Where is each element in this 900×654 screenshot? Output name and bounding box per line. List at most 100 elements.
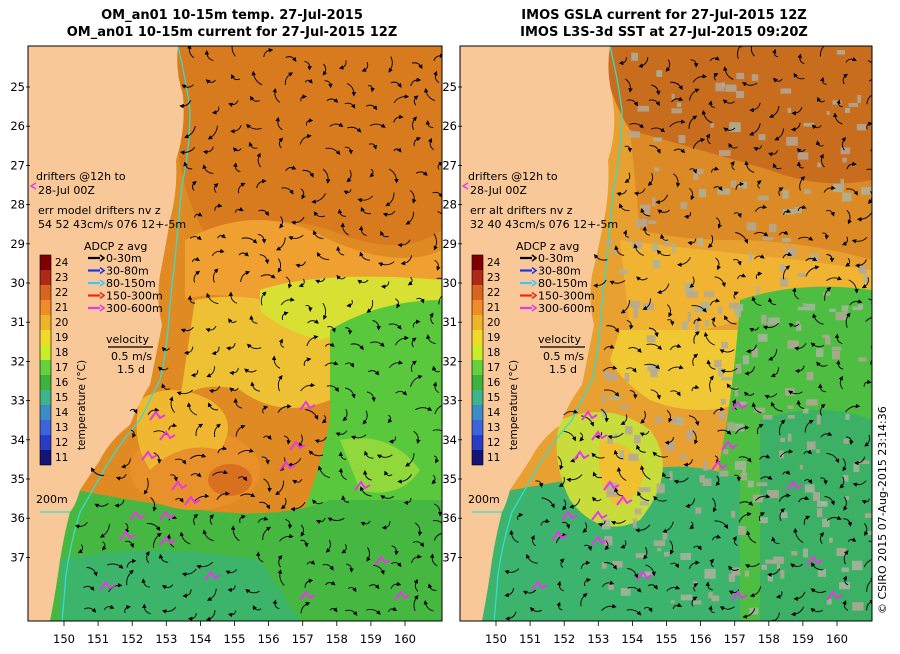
current-arrow: [770, 367, 779, 378]
current-arrow: [187, 612, 197, 621]
lat-tick-label: 36: [10, 511, 25, 525]
current-arrow: [783, 265, 791, 280]
current-arrow: [749, 326, 760, 333]
current-arrow: [99, 523, 110, 538]
current-arrow: [142, 603, 151, 615]
current-arrow: [863, 559, 872, 568]
current-arrow: [805, 265, 820, 277]
adcp-legend-item: 80-150m: [106, 277, 156, 290]
cloud-mask-patch: [754, 407, 766, 413]
current-arrow: [414, 522, 423, 537]
cloud-mask-patch: [756, 482, 768, 487]
current-arrow: [388, 168, 399, 184]
current-arrow: [504, 568, 520, 575]
current-arrow: [835, 359, 844, 370]
cloud-mask-patch: [803, 123, 814, 127]
current-arrow: [693, 545, 702, 551]
lat-tick-label: 27: [442, 158, 457, 172]
current-arrow: [357, 195, 374, 203]
cloud-mask-patch: [672, 243, 676, 254]
current-arrow: [762, 322, 779, 330]
current-arrow: [609, 280, 626, 285]
cloud-mask-patch: [693, 307, 706, 312]
current-arrow: [753, 231, 769, 237]
adcp-legend-item: 80-150m: [538, 277, 588, 290]
current-arrow: [325, 539, 331, 553]
current-arrow: [405, 211, 414, 225]
current-arrow: [848, 279, 859, 294]
cloud-mask-patch: [804, 484, 815, 493]
cloud-mask-patch: [829, 537, 833, 543]
current-arrow: [673, 477, 689, 485]
current-arrow: [324, 361, 339, 367]
current-arrow: [719, 349, 735, 354]
cloud-mask-patch: [796, 320, 800, 326]
cloud-mask-patch: [624, 373, 630, 382]
current-arrow: [826, 515, 842, 521]
current-arrow: [233, 162, 241, 173]
current-arrow: [246, 343, 262, 350]
current-arrow: [742, 608, 756, 619]
current-arrow: [635, 524, 651, 533]
current-arrow: [228, 291, 237, 304]
current-arrow: [300, 602, 311, 614]
cloud-mask-patch: [796, 324, 802, 331]
current-arrow: [322, 63, 328, 76]
cloud-mask-patch: [780, 88, 792, 94]
colorbar-label: temperature (°C): [76, 360, 88, 450]
current-arrow: [400, 255, 413, 266]
current-arrow: [158, 553, 169, 563]
current-arrow: [300, 539, 309, 548]
current-arrow: [723, 66, 734, 80]
cloud-mask-patch: [791, 551, 798, 556]
current-arrow: [412, 541, 425, 548]
current-arrow: [316, 251, 330, 260]
lon-tick-label: 151: [519, 632, 541, 646]
current-arrow: [778, 187, 784, 196]
current-arrow: [168, 423, 178, 431]
cloud-mask-patch: [757, 195, 769, 201]
current-arrow: [193, 513, 199, 526]
current-arrow: [291, 216, 305, 225]
cloud-mask-patch: [734, 386, 738, 397]
adcp-vector: [591, 430, 608, 441]
cloud-mask-patch: [853, 462, 860, 473]
current-arrow: [412, 319, 421, 328]
colorbar-segment: [40, 375, 51, 390]
current-arrow: [783, 208, 792, 216]
cloud-mask-patch: [628, 131, 640, 138]
cloud-mask-patch: [746, 222, 757, 231]
cloud-mask-patch: [711, 595, 720, 602]
current-arrow: [604, 562, 617, 570]
current-arrow: [388, 436, 396, 444]
colorbar-segment: [472, 405, 483, 420]
current-arrow: [556, 580, 564, 592]
current-arrow: [602, 365, 618, 372]
current-arrow: [626, 99, 638, 107]
current-arrow: [292, 478, 303, 485]
current-arrow: [683, 459, 693, 468]
current-arrow: [741, 82, 758, 87]
adcp-vector: [731, 400, 748, 411]
cloud-mask-patch: [806, 399, 818, 406]
current-arrow: [673, 148, 686, 154]
cloud-mask-patch: [765, 559, 775, 564]
cloud-mask-patch: [841, 567, 850, 572]
cloud-mask-patch: [640, 501, 649, 506]
colorbar-tick-label: 16: [55, 377, 69, 389]
cloud-mask-patch: [749, 607, 755, 615]
current-arrow: [757, 424, 764, 435]
velocity-title: velocity: [538, 333, 581, 346]
current-arrow: [161, 346, 170, 352]
current-arrow: [395, 390, 408, 396]
lon-tick-label: 156: [690, 632, 712, 646]
adcp-vector: [99, 580, 116, 591]
current-arrow: [517, 512, 524, 521]
current-arrow: [427, 137, 435, 151]
current-arrow: [245, 589, 260, 594]
current-arrow: [732, 535, 738, 546]
current-arrow: [336, 274, 346, 280]
current-arrow: [260, 274, 276, 279]
current-arrow: [767, 297, 777, 305]
current-arrow: [436, 277, 442, 280]
